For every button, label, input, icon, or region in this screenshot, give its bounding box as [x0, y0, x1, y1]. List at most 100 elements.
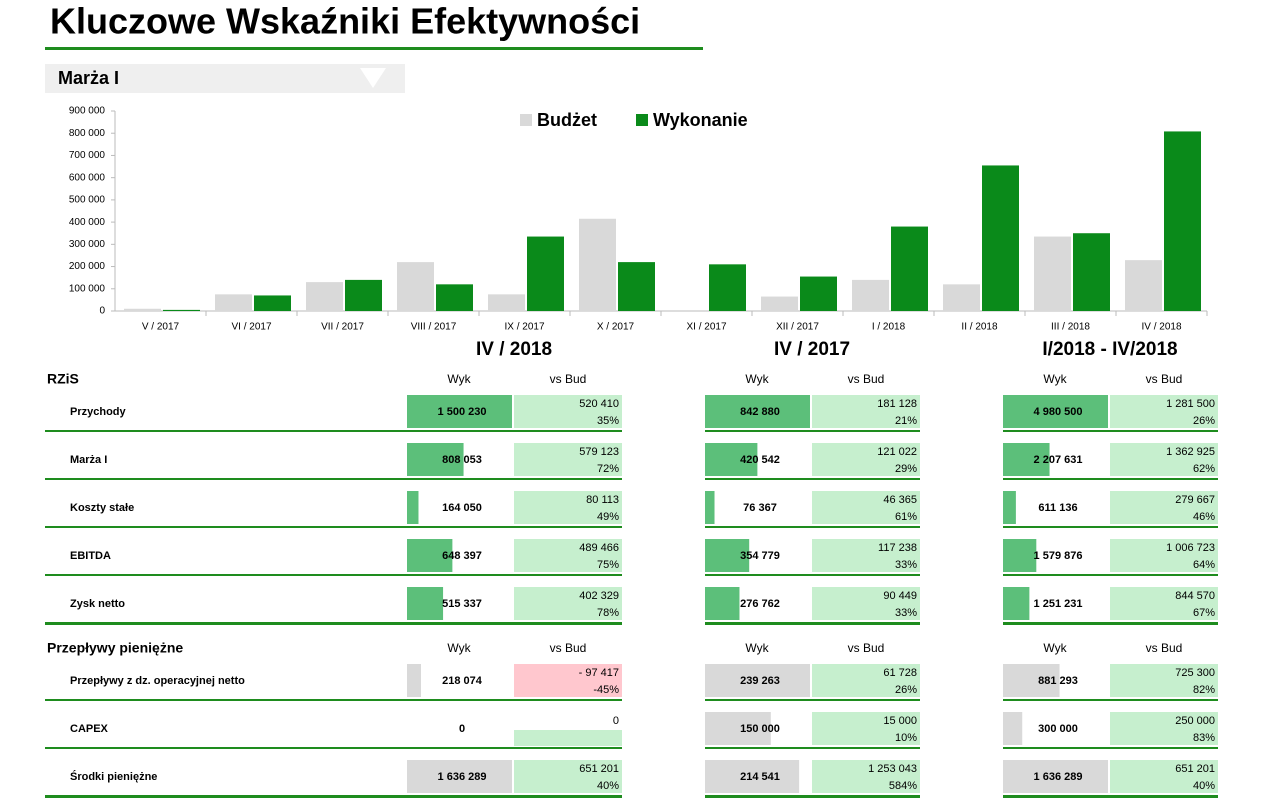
vs-budget-percent: 61% — [895, 511, 917, 523]
vs-budget-cell — [514, 491, 622, 524]
wyk-value: 808 053 — [442, 454, 482, 466]
y-tick-label: 600 000 — [69, 172, 106, 183]
bar — [306, 282, 343, 311]
row-separator — [1003, 430, 1218, 432]
wyk-value: 648 397 — [442, 550, 482, 562]
row-separator — [1003, 747, 1218, 749]
vs-budget-cell — [812, 539, 920, 572]
vs-budget-cell — [514, 443, 622, 476]
legend-label: Wykonanie — [653, 110, 748, 130]
wyk-bar — [407, 491, 419, 524]
x-tick-label: I / 2018 — [872, 322, 906, 333]
wyk-bar — [1003, 664, 1060, 697]
vs-budget-value: 1 253 043 — [868, 763, 917, 775]
row-separator — [705, 430, 920, 432]
bar — [527, 236, 564, 311]
row-separator — [705, 622, 920, 625]
vs-budget-percent: 46% — [1193, 511, 1215, 523]
vs-budget-cell — [1110, 664, 1218, 697]
bar — [1125, 260, 1162, 311]
row-separator — [705, 699, 920, 701]
period-title: IV / 2018 — [476, 339, 552, 360]
wyk-value: 218 074 — [442, 675, 483, 687]
vs-budget-value: 489 466 — [579, 542, 619, 554]
bar — [852, 279, 889, 311]
wyk-value: 420 542 — [740, 454, 780, 466]
vs-budget-value: 250 000 — [1175, 715, 1215, 727]
x-tick-label: III / 2018 — [1051, 322, 1090, 333]
bar — [761, 296, 798, 311]
vs-budget-value: 90 449 — [883, 590, 917, 602]
column-header: Wyk — [447, 372, 471, 386]
legend-swatch — [636, 114, 648, 126]
section-title: RZiS — [47, 371, 79, 387]
vs-budget-cell — [1110, 443, 1218, 476]
wyk-bar — [705, 395, 810, 428]
vs-budget-cell — [514, 760, 622, 793]
row-separator — [1003, 574, 1218, 576]
row-separator — [45, 430, 622, 432]
vs-budget-percent: 75% — [597, 559, 619, 571]
wyk-bar — [705, 491, 715, 524]
period-title: I/2018 - IV/2018 — [1042, 339, 1177, 360]
section-title: Przepływy pieniężne — [47, 640, 183, 656]
vs-budget-cell — [514, 587, 622, 620]
row-separator — [1003, 478, 1218, 480]
row-label: Zysk netto — [70, 598, 125, 610]
wyk-bar — [705, 587, 740, 620]
vs-budget-value: 725 300 — [1175, 667, 1215, 679]
title-underline — [45, 47, 703, 50]
vs-budget-cell — [514, 664, 622, 697]
x-tick-label: X / 2017 — [597, 322, 635, 333]
bar — [1164, 131, 1201, 311]
bar — [488, 294, 525, 311]
wyk-value: 881 293 — [1038, 675, 1078, 687]
vs-budget-value: 80 113 — [586, 494, 619, 506]
row-separator — [45, 747, 622, 749]
wyk-bar — [1003, 760, 1108, 793]
wyk-value: 354 779 — [740, 550, 780, 562]
x-tick-label: VII / 2017 — [321, 322, 364, 333]
vs-budget-value: 279 667 — [1175, 494, 1215, 506]
wyk-bar — [407, 587, 444, 620]
vs-budget-percent: 40% — [597, 780, 619, 792]
bar — [579, 218, 616, 311]
wyk-bar — [705, 539, 750, 572]
wyk-value: 150 000 — [740, 723, 780, 735]
wyk-bar — [407, 443, 464, 476]
x-tick-label: XII / 2017 — [776, 322, 819, 333]
vs-budget-cell — [514, 730, 622, 746]
vs-budget-cell — [1110, 491, 1218, 524]
page-title: Kluczowe Wskaźniki Efektywności — [50, 1, 640, 42]
chart-title: Marża I — [58, 68, 119, 88]
wyk-bar — [705, 760, 800, 793]
bar — [800, 276, 837, 311]
bar — [1034, 236, 1071, 311]
vs-budget-value: 1 281 500 — [1166, 398, 1215, 410]
vs-budget-cell — [812, 395, 920, 428]
vs-budget-percent: 10% — [895, 732, 917, 744]
period-title: IV / 2017 — [774, 339, 850, 360]
wyk-value: 239 263 — [740, 675, 780, 687]
vs-budget-cell — [812, 760, 920, 793]
y-tick-label: 200 000 — [69, 261, 106, 272]
wyk-bar — [1003, 395, 1108, 428]
column-header: vs Bud — [848, 641, 885, 655]
wyk-value: 1 251 231 — [1034, 598, 1083, 610]
vs-budget-cell — [812, 664, 920, 697]
wyk-bar — [1003, 491, 1016, 524]
vs-budget-cell — [812, 587, 920, 620]
row-separator — [1003, 622, 1218, 625]
y-tick-label: 900 000 — [69, 106, 106, 117]
bar — [891, 226, 928, 311]
wyk-value: 214 541 — [740, 771, 780, 783]
vs-budget-percent: 584% — [889, 780, 917, 792]
vs-budget-percent: 62% — [1193, 463, 1215, 475]
row-separator — [45, 526, 622, 528]
wyk-value: 1 579 876 — [1034, 550, 1083, 562]
dropdown-icon[interactable] — [360, 68, 386, 88]
vs-budget-percent: 26% — [1193, 415, 1215, 427]
vs-budget-cell — [812, 443, 920, 476]
vs-budget-value: 402 329 — [579, 590, 619, 602]
